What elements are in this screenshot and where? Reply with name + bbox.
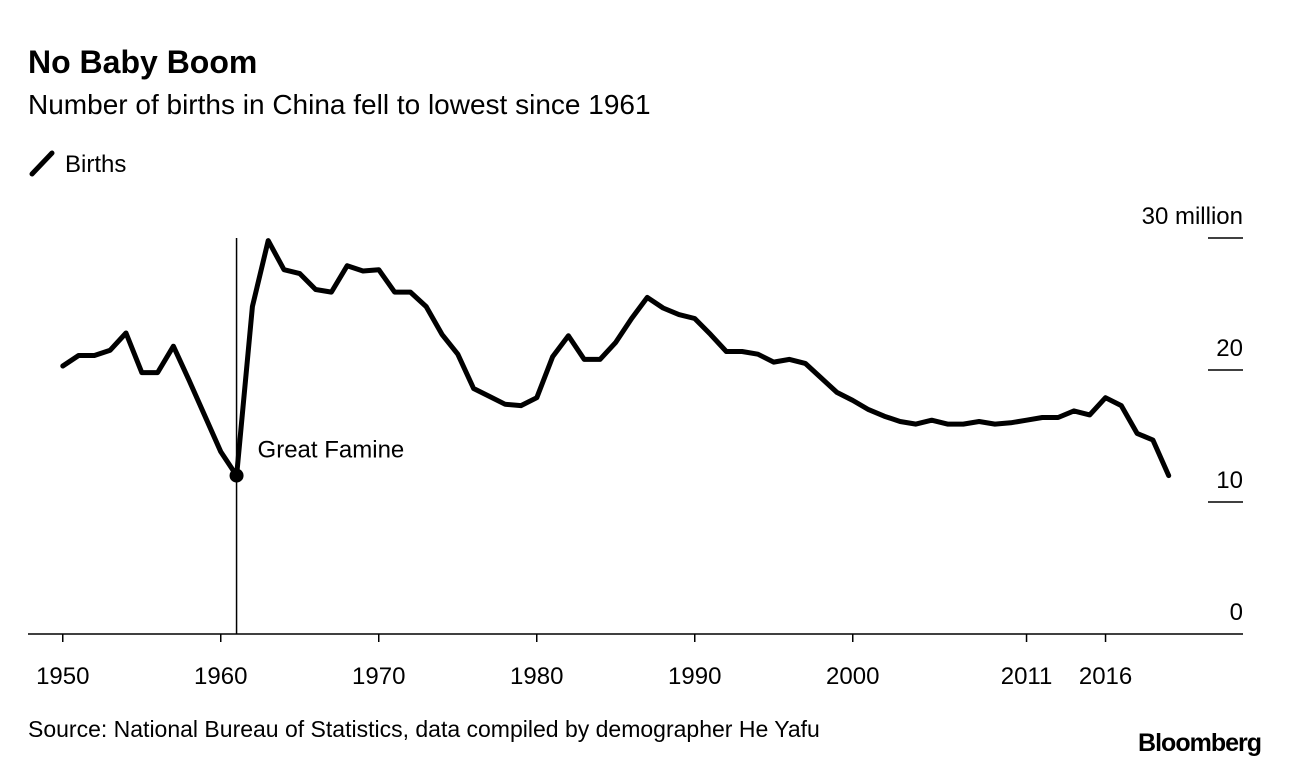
x-tick-label: 1950 (36, 663, 89, 690)
y-tick-label: 0 (1230, 599, 1243, 626)
source: Source: National Bureau of Statistics, d… (28, 716, 820, 742)
x-tick-label: 1990 (668, 663, 721, 690)
chart-title: No Baby Boom (28, 44, 257, 80)
x-tick-label: 1980 (510, 663, 563, 690)
y-tick-label: 20 (1216, 335, 1243, 362)
chart-subtitle: Number of births in China fell to lowest… (28, 89, 651, 120)
y-tick-label: 10 (1216, 467, 1243, 494)
x-tick-label: 2000 (826, 663, 879, 690)
legend-icon (29, 150, 55, 177)
y-tick-label: 30 million (1142, 203, 1243, 230)
brand: Bloomberg (1138, 729, 1261, 757)
legend-label: Births (65, 151, 126, 178)
x-tick-label: 2016 (1079, 663, 1132, 690)
x-tick-label: 1970 (352, 663, 405, 690)
x-tick-label: 2011 (1001, 663, 1053, 690)
annotation-label: Great Famine (258, 437, 405, 464)
x-tick-label: 1960 (194, 663, 247, 690)
line (60, 238, 1172, 479)
point (229, 468, 244, 483)
